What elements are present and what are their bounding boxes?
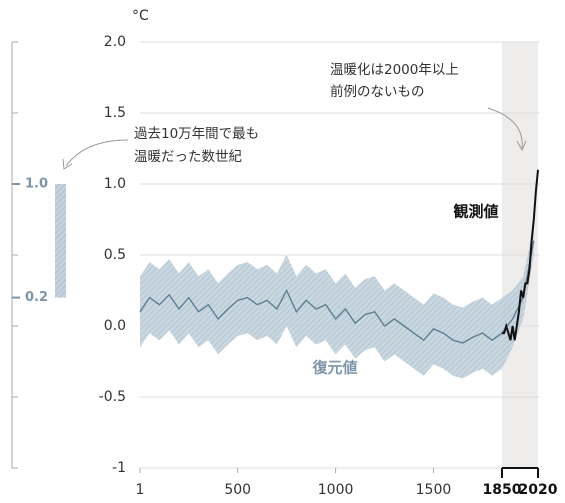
- x-tick-label: 500: [224, 482, 251, 498]
- annotation-arrow: [487, 107, 523, 149]
- annotation: 前例のないもの: [330, 83, 425, 100]
- left-tick-label: 1.0: [25, 177, 48, 192]
- left-tick-label: 0.2: [25, 290, 48, 305]
- annotation: 過去10万年間で最も: [134, 126, 259, 142]
- y-tick-label: -1: [112, 460, 126, 476]
- y-tick-label: 0.0: [104, 318, 126, 334]
- x-tick-label: 1850: [483, 482, 522, 498]
- plot-area: 2.01.51.00.50.0-0.5-11.00.21 500 1000 1500 1…: [11, 34, 558, 498]
- warmest-range-bar: [55, 184, 66, 298]
- annotation: 温暖だった数世紀: [134, 149, 242, 165]
- x-tick-label: 1500: [416, 482, 452, 498]
- x-tick-label: 1000: [318, 482, 354, 498]
- series-label: 観測値: [453, 203, 498, 221]
- x-tick-label: 2020: [519, 482, 558, 498]
- annotation: 温暖化は2000年以上: [330, 62, 459, 78]
- series-label: 復元値: [311, 359, 357, 377]
- series-line: [502, 169, 539, 341]
- series-line: [139, 240, 535, 344]
- arrow-head: [516, 140, 527, 152]
- y-tick-label: 1.0: [104, 176, 126, 192]
- arrow-head: [62, 158, 73, 170]
- y-tick-label: -0.5: [99, 389, 126, 405]
- y-unit: °C: [132, 8, 149, 24]
- annotation-arrow: [65, 139, 129, 167]
- y-tick-label: 1.5: [104, 105, 126, 121]
- uncertainty-band: [140, 226, 534, 379]
- x-tick-label: 1: [136, 482, 145, 498]
- y-tick-label: 0.5: [104, 247, 126, 263]
- y-tick-label: 2.0: [104, 34, 126, 50]
